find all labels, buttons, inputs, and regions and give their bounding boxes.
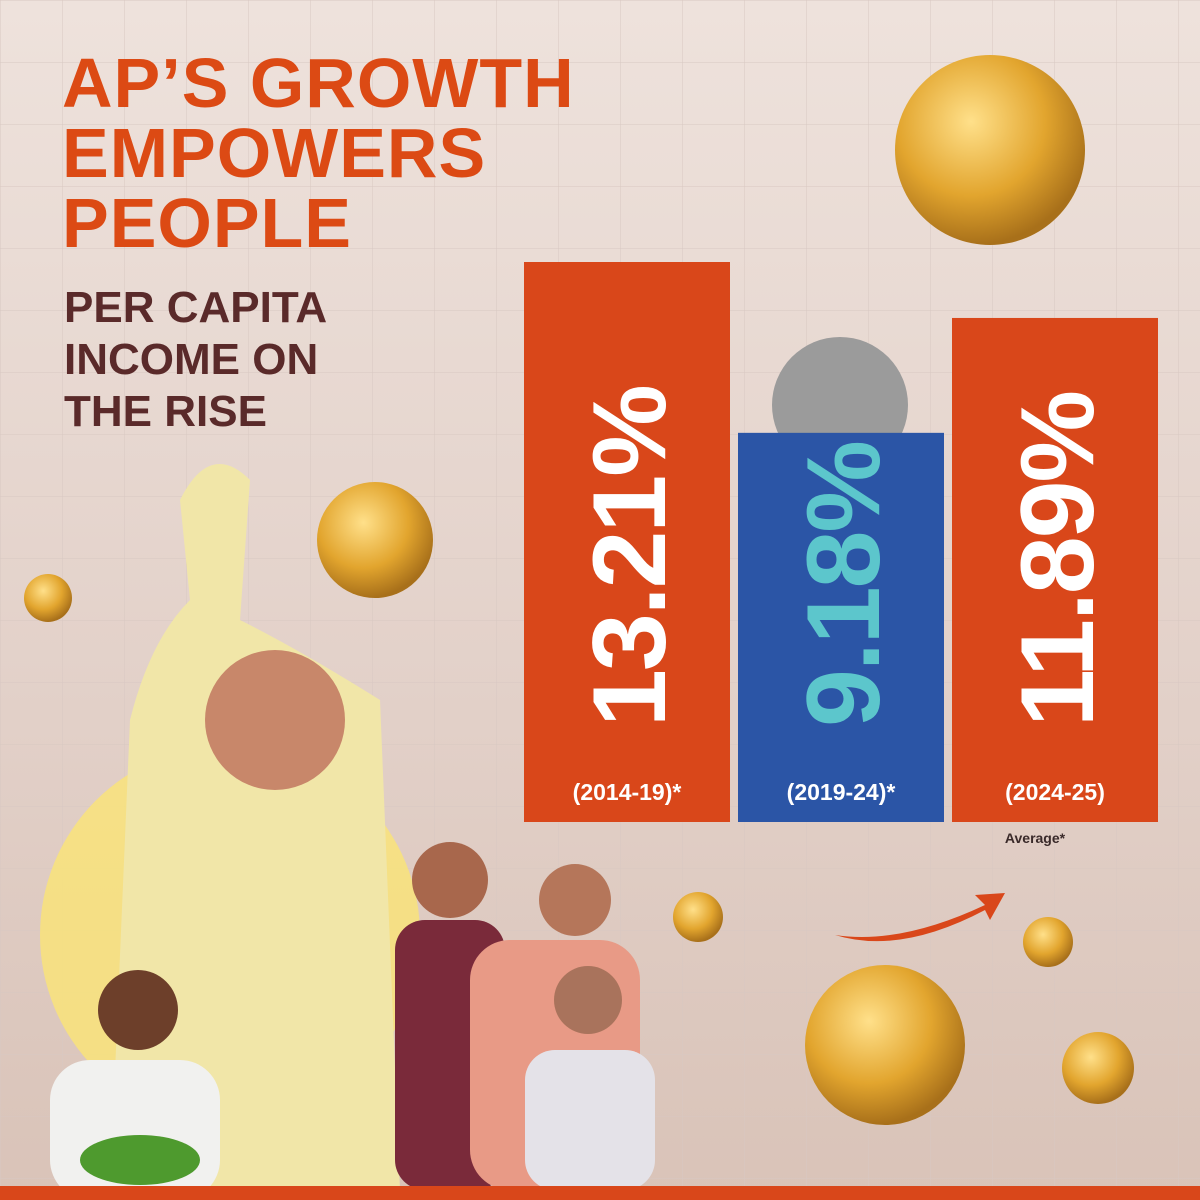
title: AP’S GROWTH EMPOWERS PEOPLE — [62, 44, 575, 262]
annotation: Average* — [1005, 830, 1066, 846]
value-label: 9.18% — [786, 442, 902, 727]
value-label: 11.89% — [1000, 392, 1116, 727]
bar — [738, 432, 944, 822]
value-label: 13.21% — [572, 386, 688, 727]
bottom-strip — [0, 1186, 1200, 1200]
bar — [524, 262, 730, 822]
people-photo — [50, 464, 655, 1200]
category-label: (2019-24)* — [787, 779, 896, 805]
category-label: (2024-25) — [1005, 779, 1105, 805]
subtitle: PER CAPITA INCOME ON THE RISE — [64, 283, 326, 436]
arrow — [835, 893, 1005, 942]
bar — [952, 317, 1158, 822]
coins — [24, 55, 1134, 1125]
category-label: (2014-19)* — [573, 779, 682, 805]
